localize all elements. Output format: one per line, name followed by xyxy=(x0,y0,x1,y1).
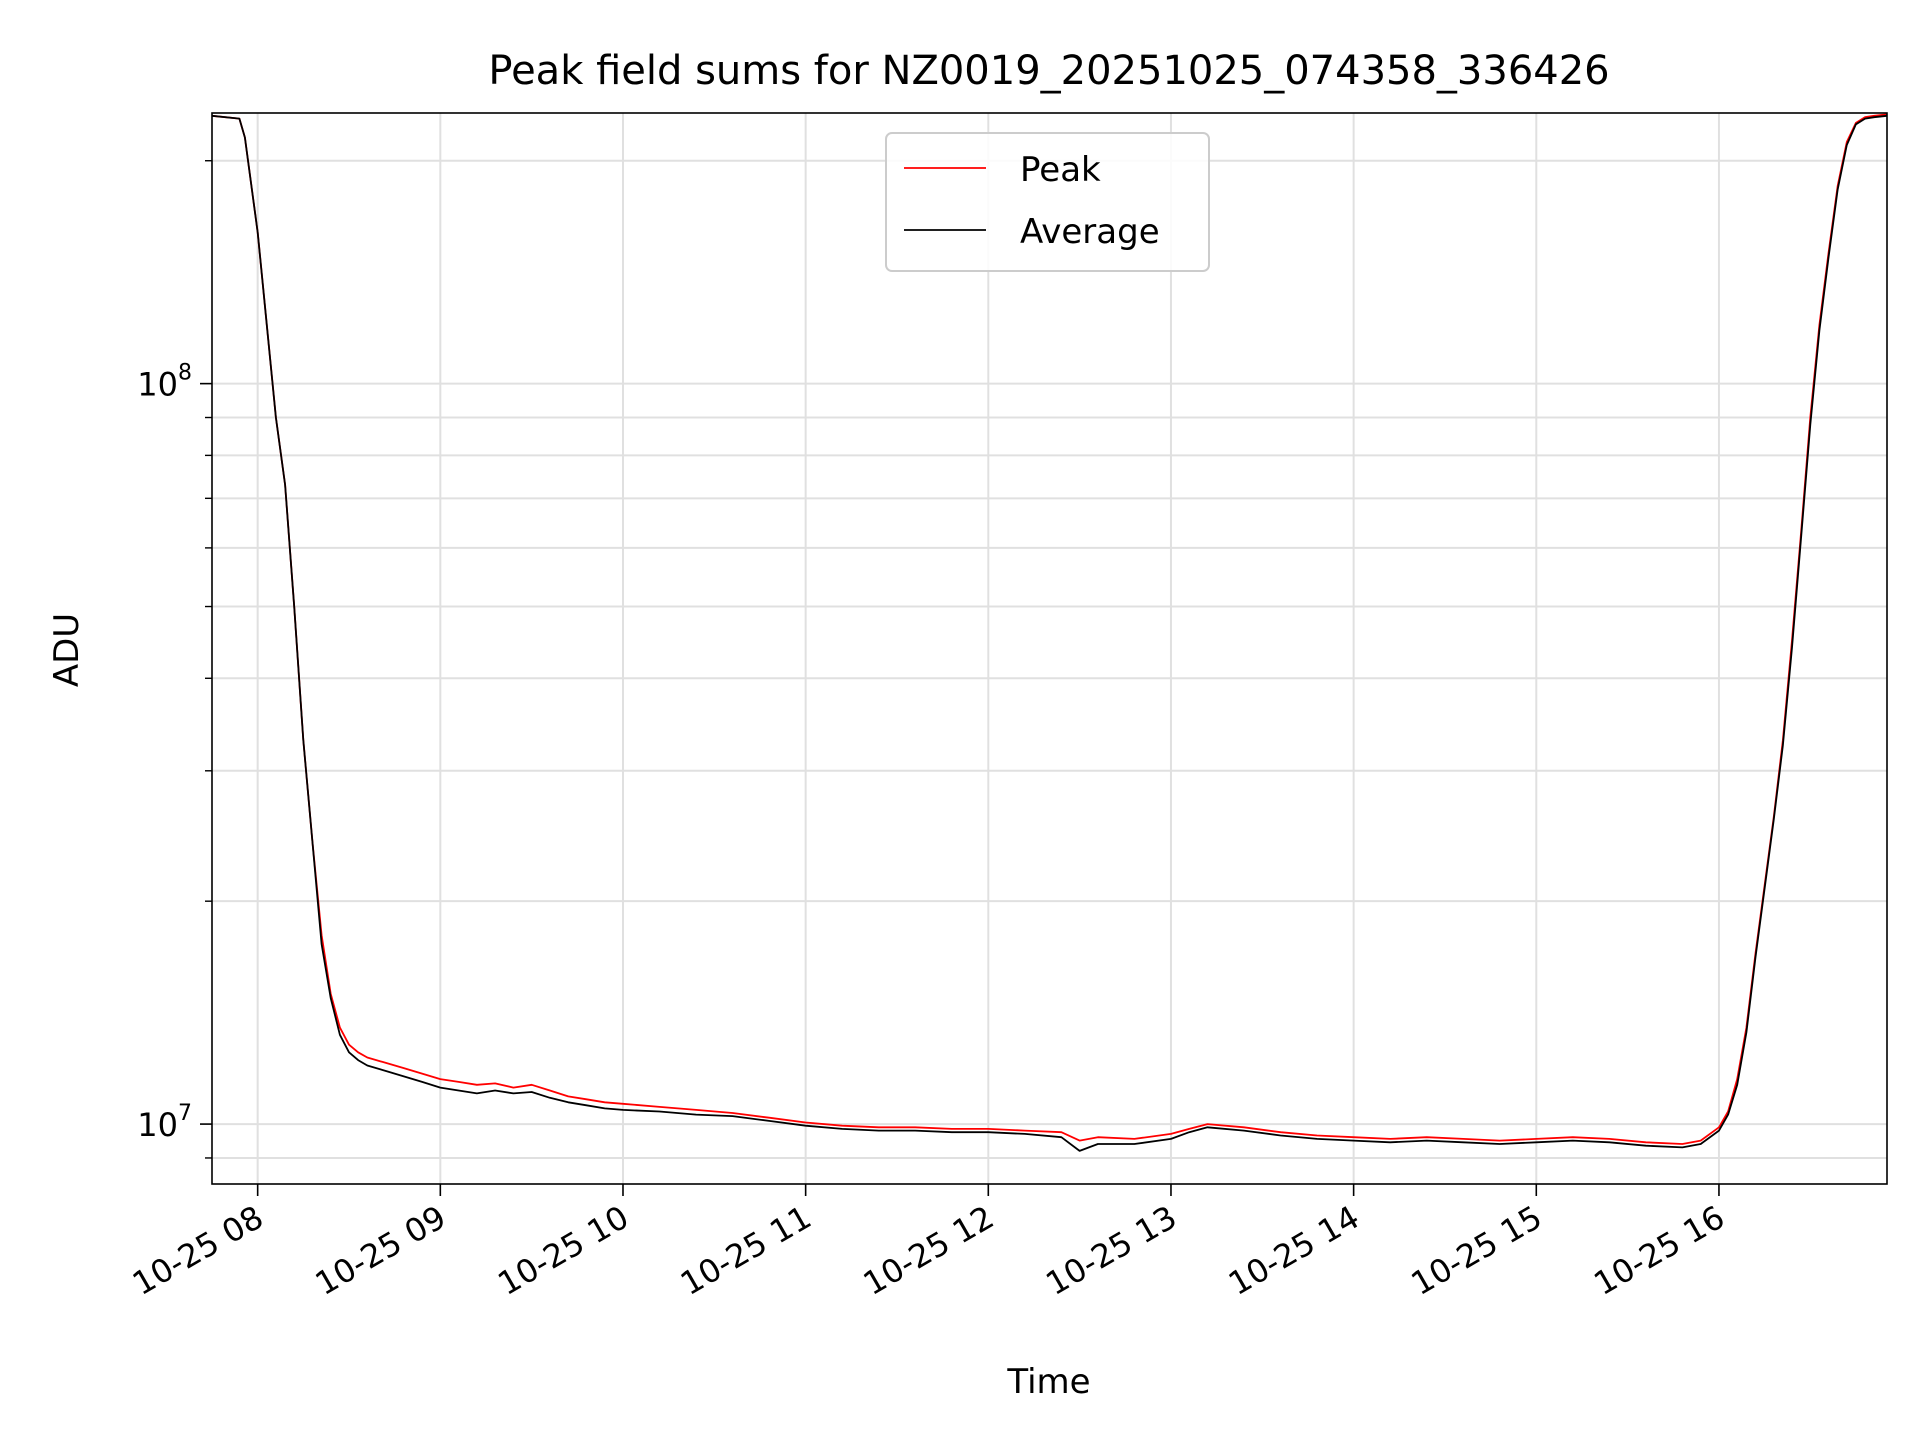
y-tick-label-exponent: 7 xyxy=(178,1101,192,1126)
x-axis-label: Time xyxy=(1006,1362,1090,1402)
plot-background xyxy=(212,113,1887,1184)
series-layer xyxy=(211,113,1888,1152)
legend-label-average: Average xyxy=(1020,212,1160,252)
y-tick-label-base: 10 xyxy=(137,1106,178,1144)
legend: Peak Average xyxy=(885,132,1210,272)
plot-frame xyxy=(211,112,1888,1185)
series-line-average xyxy=(211,114,1888,1152)
chart-title: Peak field sums for NZ0019_20251025_0743… xyxy=(488,48,1609,94)
y-axis-label: ADU xyxy=(47,613,87,687)
y-tick-label: 107 xyxy=(137,1101,192,1144)
y-tick-label: 108 xyxy=(137,361,192,404)
y-tick-label-base: 10 xyxy=(137,366,178,404)
grid-lines xyxy=(212,113,1887,1184)
y-tick-label-exponent: 8 xyxy=(178,361,192,386)
legend-label-peak: Peak xyxy=(1020,150,1101,190)
